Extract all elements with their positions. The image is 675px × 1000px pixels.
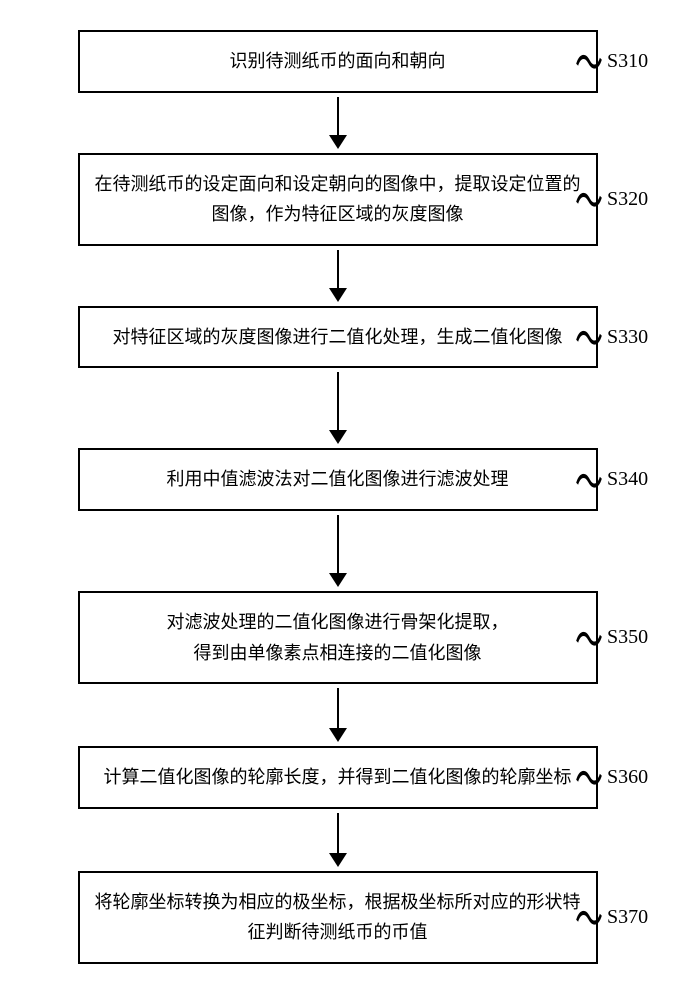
step-id-label: S330 [607,326,648,349]
connector-tilde-icon: 〜 [575,602,603,674]
flow-box: 利用中值滤波法对二值化图像进行滤波处理 [78,448,598,511]
connector-tilde-icon: 〜 [575,25,603,97]
step-id-label: S320 [607,188,648,211]
flow-box: 对滤波处理的二值化图像进行骨架化提取， 得到由单像素点相连接的二值化图像 [78,591,598,684]
flow-box: 对特征区域的灰度图像进行二值化处理，生成二值化图像 [78,306,598,369]
step-id-label: S370 [607,906,648,929]
flow-box-text: 得到由单像素点相连接的二值化图像 [194,643,482,663]
flow-box-text: 在待测纸币的设定面向和设定朝向的图像中，提取设定位置的图像，作为特征区域的灰度图… [95,174,581,225]
flow-arrow [329,250,347,302]
flow-arrow [329,813,347,867]
flow-arrow [329,97,347,149]
arrow-line [337,97,339,135]
flowchart-container: 识别待测纸币的面向和朝向〜S310在待测纸币的设定面向和设定朝向的图像中，提取设… [20,30,655,964]
flow-step: 利用中值滤波法对二值化图像进行滤波处理 〜S340 [20,448,655,511]
arrow-head-icon [329,288,347,302]
flow-box: 在待测纸币的设定面向和设定朝向的图像中，提取设定位置的图像，作为特征区域的灰度图… [78,153,598,246]
flow-box-text: 利用中值滤波法对二值化图像进行滤波处理 [167,469,509,489]
connector-tilde-icon: 〜 [575,163,603,235]
flow-step: 计算二值化图像的轮廓长度，并得到二值化图像的轮廓坐标〜S360 [20,746,655,809]
flow-box: 将轮廓坐标转换为相应的极坐标，根据极坐标所对应的形状特征判断待测纸币的币值 [78,871,598,964]
flow-box-text: 计算二值化图像的轮廓长度，并得到二值化图像的轮廓坐标 [104,767,572,787]
flow-step: 识别待测纸币的面向和朝向 〜S310 [20,30,655,93]
connector-tilde-icon: 〜 [575,444,603,516]
flow-box-text: 将轮廓坐标转换为相应的极坐标，根据极坐标所对应的形状特征判断待测纸币的币值 [95,892,581,943]
step-label-wrap: 〜S310 [575,41,648,81]
step-id-label: S340 [607,468,648,491]
arrow-head-icon [329,430,347,444]
flow-box: 计算二值化图像的轮廓长度，并得到二值化图像的轮廓坐标 [78,746,598,809]
arrow-line [337,372,339,430]
step-label-wrap: 〜S330 [575,317,648,357]
connector-tilde-icon: 〜 [575,741,603,813]
step-label-wrap: 〜S370 [575,897,648,937]
flow-step: 对特征区域的灰度图像进行二值化处理，生成二值化图像〜S330 [20,306,655,369]
flow-step: 在待测纸币的设定面向和设定朝向的图像中，提取设定位置的图像，作为特征区域的灰度图… [20,153,655,246]
step-id-label: S350 [607,626,648,649]
flow-arrow [329,372,347,444]
flow-arrow [329,688,347,742]
arrow-head-icon [329,135,347,149]
flow-box: 识别待测纸币的面向和朝向 [78,30,598,93]
flow-arrow [329,515,347,587]
flow-box-text: 识别待测纸币的面向和朝向 [230,51,446,71]
arrow-line [337,515,339,573]
arrow-line [337,688,339,728]
step-label-wrap: 〜S350 [575,618,648,658]
connector-tilde-icon: 〜 [575,301,603,373]
arrow-head-icon [329,573,347,587]
flow-box-text: 对滤波处理的二值化图像进行骨架化提取， [167,612,509,632]
flow-box-text: 对特征区域的灰度图像进行二值化处理，生成二值化图像 [113,327,563,347]
arrow-line [337,250,339,288]
flow-step: 对滤波处理的二值化图像进行骨架化提取， 得到由单像素点相连接的二值化图像 〜S350 [20,591,655,684]
step-id-label: S310 [607,50,648,73]
step-label-wrap: 〜S320 [575,179,648,219]
flow-step: 将轮廓坐标转换为相应的极坐标，根据极坐标所对应的形状特征判断待测纸币的币值〜S3… [20,871,655,964]
step-id-label: S360 [607,766,648,789]
arrow-head-icon [329,728,347,742]
arrow-head-icon [329,853,347,867]
step-label-wrap: 〜S360 [575,757,648,797]
step-label-wrap: 〜S340 [575,460,648,500]
connector-tilde-icon: 〜 [575,881,603,953]
arrow-line [337,813,339,853]
